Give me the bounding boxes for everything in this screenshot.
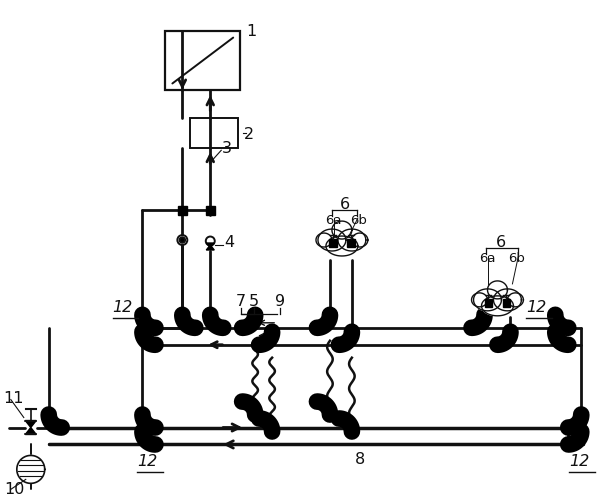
Text: 6b: 6b [508, 252, 525, 265]
Polygon shape [352, 233, 368, 247]
Text: 12: 12 [527, 300, 547, 315]
Polygon shape [25, 420, 36, 428]
Text: 6: 6 [495, 235, 506, 250]
Text: 1: 1 [246, 24, 256, 38]
Polygon shape [338, 229, 366, 251]
Polygon shape [474, 289, 501, 311]
Polygon shape [25, 428, 36, 434]
Polygon shape [503, 299, 510, 306]
Circle shape [177, 235, 188, 245]
Text: 6b: 6b [350, 214, 367, 227]
Polygon shape [508, 293, 524, 307]
Text: 12: 12 [569, 454, 590, 469]
Text: 12: 12 [113, 300, 133, 315]
Polygon shape [206, 206, 215, 214]
Circle shape [180, 237, 185, 243]
Polygon shape [207, 243, 215, 248]
Polygon shape [329, 239, 337, 247]
Polygon shape [17, 456, 45, 483]
Text: 6a: 6a [479, 252, 496, 265]
Polygon shape [178, 206, 187, 214]
Text: 6a: 6a [325, 214, 341, 227]
Text: 3: 3 [223, 142, 232, 156]
Text: 11: 11 [3, 390, 23, 406]
Polygon shape [485, 299, 492, 306]
Polygon shape [487, 281, 508, 299]
Text: 10: 10 [4, 482, 25, 498]
Text: 5: 5 [249, 294, 259, 309]
Bar [166, 30, 240, 90]
Polygon shape [316, 233, 332, 247]
Text: 6: 6 [340, 197, 350, 212]
Text: 7: 7 [236, 294, 246, 309]
Text: 9: 9 [275, 294, 285, 309]
Text: 12: 12 [137, 454, 158, 469]
Polygon shape [318, 229, 346, 251]
Polygon shape [493, 289, 522, 311]
Polygon shape [332, 221, 352, 239]
Polygon shape [347, 239, 355, 247]
Text: 2: 2 [244, 128, 254, 142]
Circle shape [206, 236, 215, 246]
Text: 8: 8 [355, 452, 365, 468]
Text: 4: 4 [224, 235, 234, 250]
Polygon shape [207, 245, 215, 250]
Polygon shape [326, 236, 358, 256]
Polygon shape [482, 296, 514, 316]
Polygon shape [471, 293, 487, 307]
Bar [190, 118, 238, 148]
